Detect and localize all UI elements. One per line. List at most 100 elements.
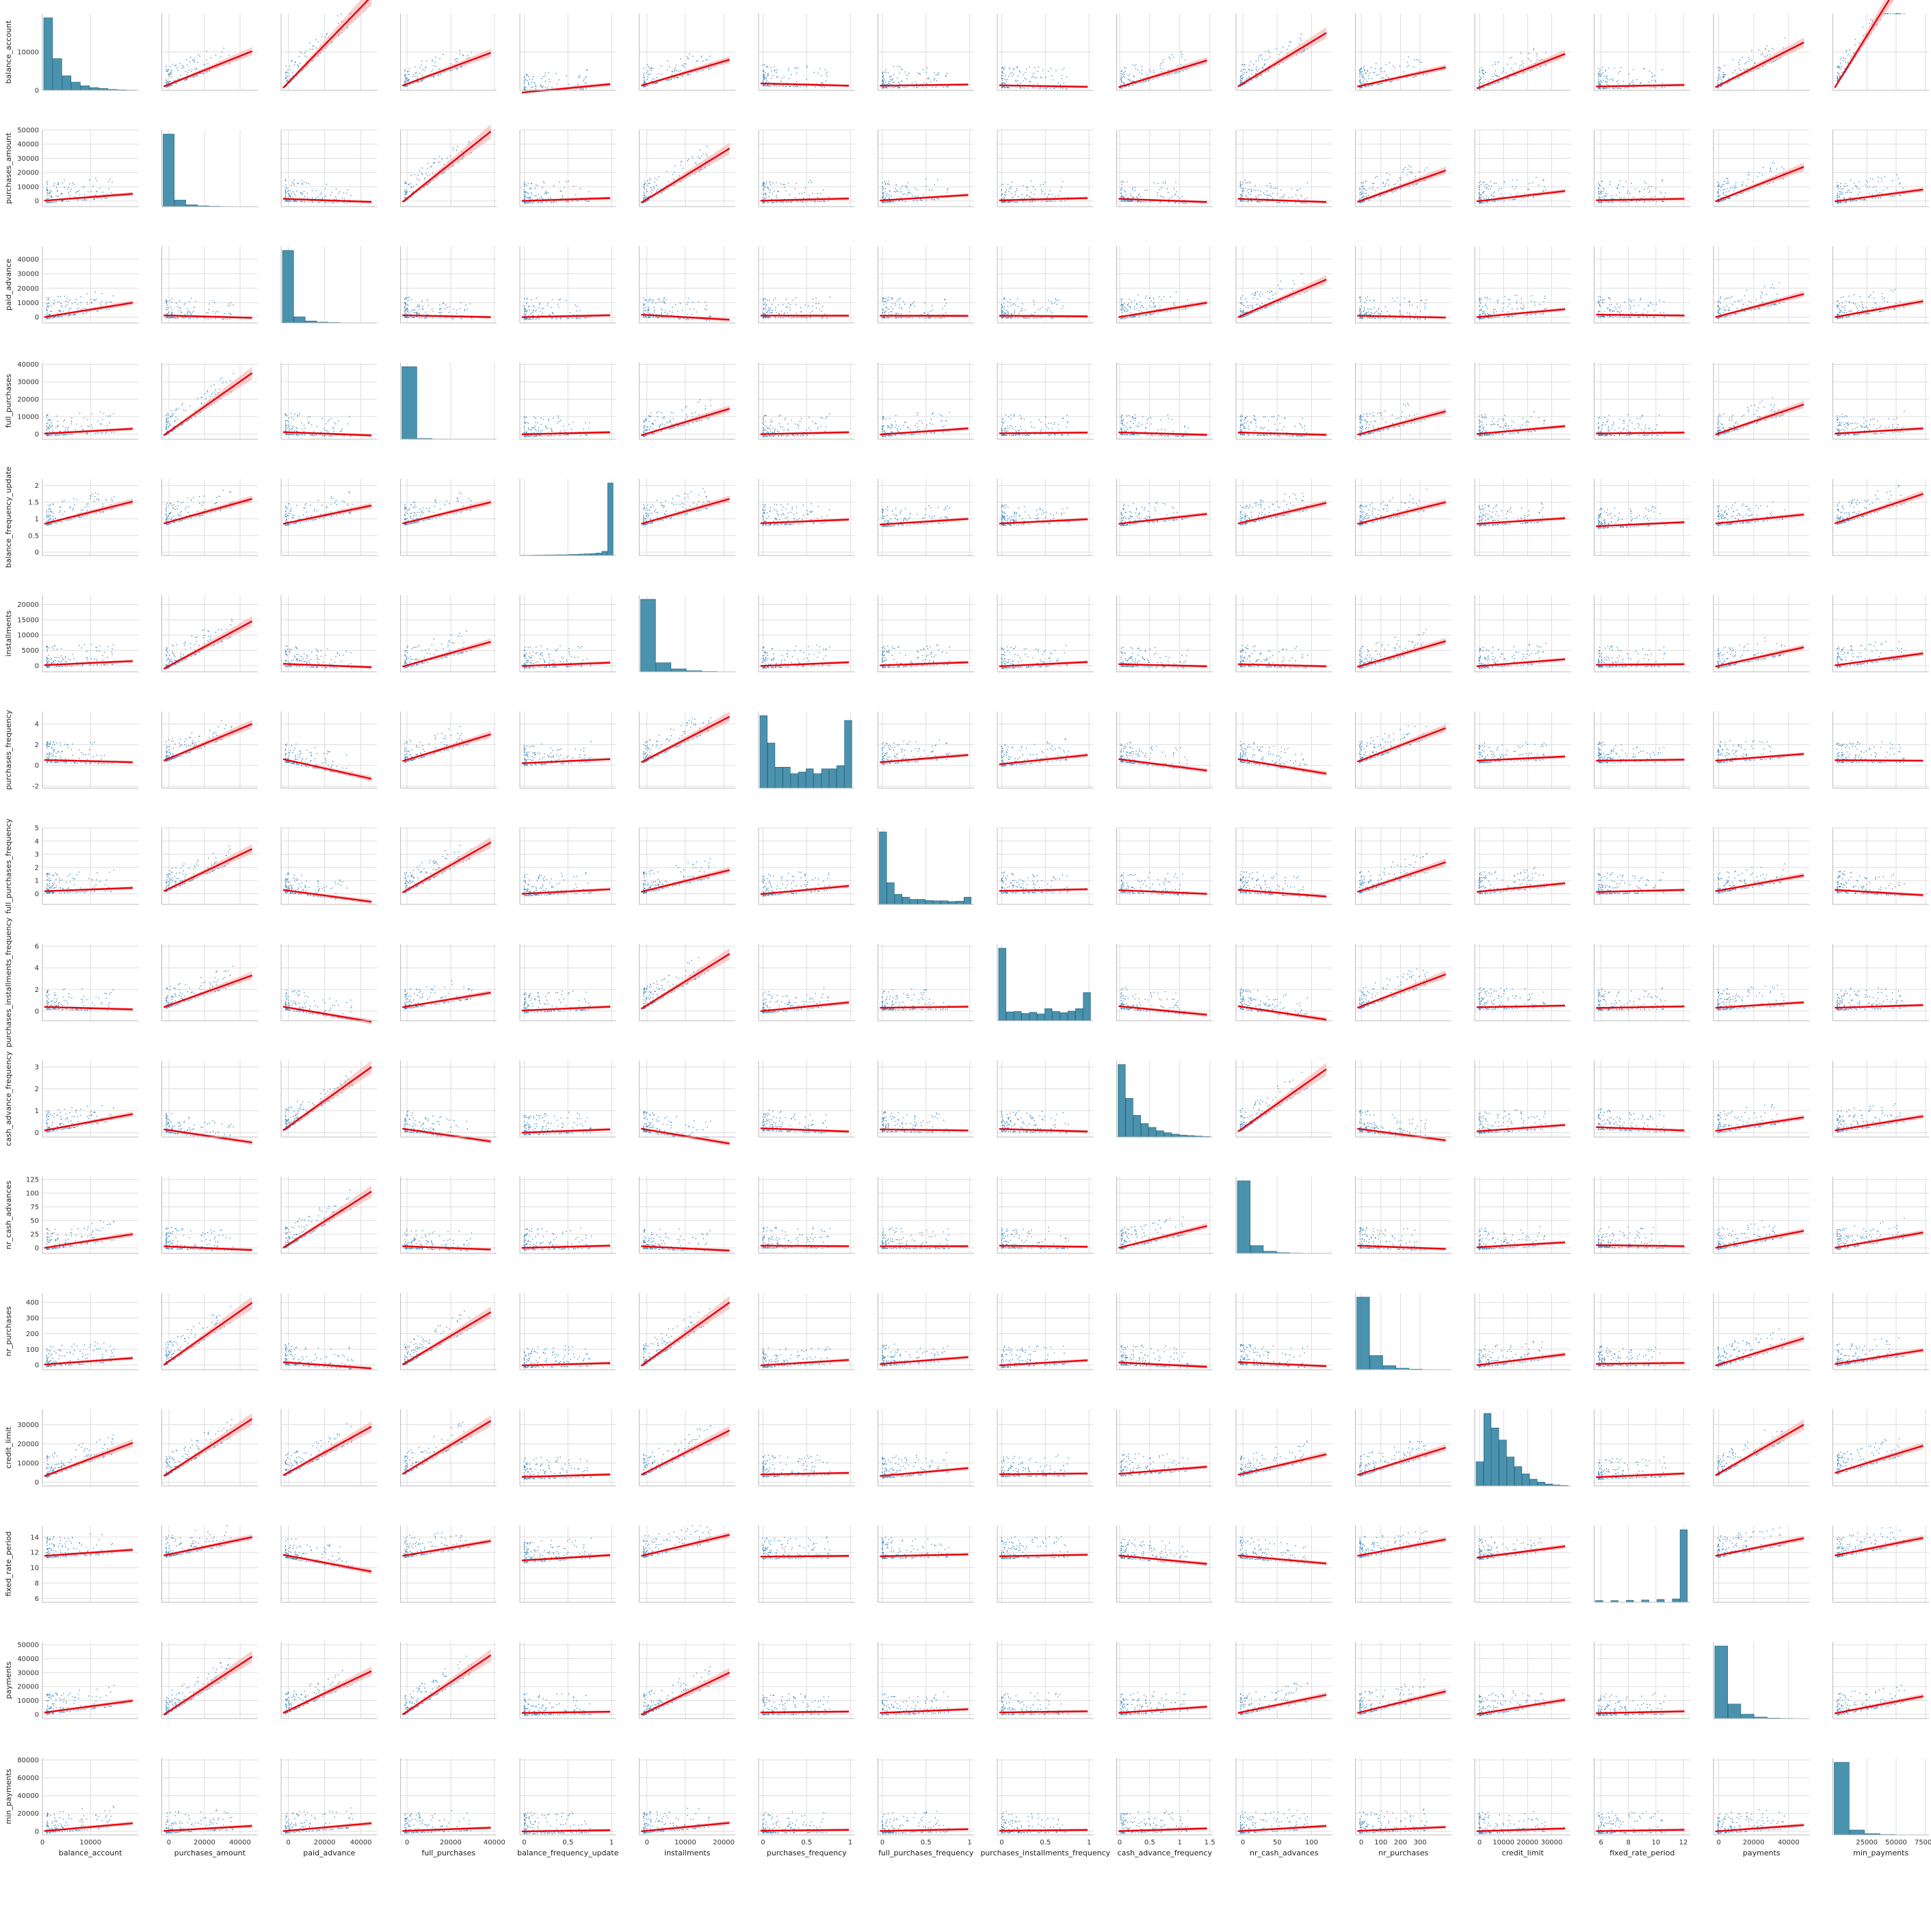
- x-tick-label: 20000: [314, 1839, 336, 1846]
- subplot-full_purchases-vs-full_purchases_frequency: [878, 363, 974, 440]
- scatter-points: [1001, 644, 1068, 669]
- subplot-fixed_rate_period-vs-balance_frequency_update: [519, 1526, 616, 1603]
- subplot-nr_purchases-vs-fixed_rate_period: [1594, 1293, 1690, 1370]
- subplot-full_purchases_frequency-vs-cash_advance_frequency: [1116, 827, 1213, 905]
- y-tick-label: 50000: [17, 127, 39, 135]
- x-tick-label: 1: [1087, 1839, 1091, 1846]
- regression-line: [163, 723, 253, 761]
- y-tick-label: 0: [35, 88, 39, 95]
- subplot-purchases_frequency-vs-nr_purchases: [1355, 712, 1451, 789]
- regression-line: [999, 315, 1088, 317]
- regression-line: [1596, 198, 1685, 201]
- regression-line: [44, 1822, 133, 1832]
- histogram-bar: [1148, 1127, 1157, 1138]
- y-tick-label: 10000: [17, 300, 39, 307]
- regression-line: [1237, 431, 1327, 436]
- histogram-bar: [174, 200, 186, 207]
- regression-line: [44, 660, 133, 666]
- x-axis-label: min_payments: [1853, 1849, 1908, 1857]
- scatter-points: [1837, 987, 1905, 1010]
- subplot-purchases_amount-vs-payments: [1713, 129, 1810, 207]
- subplot-purchases_frequency-vs-installments: [639, 712, 735, 789]
- regression-line: [1476, 755, 1566, 762]
- subplot-purchases_amount-vs-full_purchases: [400, 124, 497, 207]
- x-tick-label: 8: [1626, 1839, 1630, 1846]
- y-tick-label: 0: [35, 198, 39, 205]
- y-tick-label: 200: [26, 1331, 39, 1338]
- subplot-balance_frequency_update-vs-cash_advance_frequency: [1116, 479, 1213, 556]
- regression-line: [1835, 759, 1923, 762]
- y-tick-label: 75: [30, 1204, 39, 1212]
- scatter-points: [1359, 296, 1427, 320]
- histogram-bar: [1052, 1011, 1060, 1021]
- regression-line: [1715, 1230, 1804, 1249]
- regression-line: [521, 431, 611, 436]
- regression-line: [1476, 1545, 1566, 1559]
- histogram-bar: [71, 81, 81, 91]
- confidence-band: [1835, 0, 1895, 89]
- regression-line: [641, 313, 730, 321]
- subplot-balance_account-vs-full_purchases_frequency: [878, 14, 974, 91]
- regression-line: [640, 498, 730, 525]
- scatter-points: [1478, 502, 1545, 527]
- regression-line: [999, 661, 1088, 668]
- histogram-bar: [910, 899, 918, 905]
- histogram-bar: [1679, 1529, 1688, 1603]
- histogram-bar: [879, 831, 887, 905]
- x-axis-label: nr_purchases: [1378, 1849, 1428, 1857]
- regression-line: [641, 1245, 730, 1252]
- histogram-bar: [948, 901, 956, 905]
- regression-line: [1237, 1361, 1327, 1368]
- regression-line: [1834, 0, 1890, 88]
- subplot-full_purchases_frequency-vs-credit_limit: [1474, 827, 1571, 905]
- scatter-points: [1598, 872, 1664, 895]
- regression-line: [44, 428, 133, 435]
- regression-line: [1835, 188, 1923, 203]
- x-tick-label: 40000: [350, 1839, 372, 1846]
- subplot-full_purchases_frequency-vs-balance_account: 0 1 2 3 4 5 full_purchases_frequency: [4, 818, 139, 914]
- subplot-full_purchases-vs-paid_advance: [280, 363, 378, 440]
- scatter-points: [404, 980, 473, 1010]
- regression-line: [283, 1361, 372, 1370]
- subplot-full_purchases-vs-nr_cash_advances: [1235, 363, 1332, 440]
- subplot-nr_cash_advances-vs-installments: [639, 1177, 735, 1254]
- histogram-bar: [844, 720, 852, 789]
- histogram-bar: [601, 551, 608, 556]
- y-tick-label: 50: [30, 1218, 39, 1225]
- subplot-payments-vs-full_purchases_frequency: [878, 1642, 974, 1719]
- histogram-bar: [1125, 1098, 1133, 1138]
- regression-line: [1357, 1538, 1446, 1557]
- histogram-bar: [53, 58, 62, 91]
- regression-line: [1237, 198, 1327, 203]
- x-tick-label: 0: [1477, 1839, 1482, 1846]
- y-axis-label: purchases_frequency: [4, 709, 13, 789]
- histogram-bar: [1727, 1703, 1742, 1719]
- regression-line: [402, 1827, 491, 1832]
- subplot-full_purchases-vs-purchases_installments_frequency: [997, 363, 1094, 440]
- x-tick-label: 6: [1599, 1839, 1603, 1846]
- regression-line: [640, 716, 731, 763]
- subplot-full_purchases_frequency-vs-purchases_frequency: [758, 827, 855, 905]
- subplot-nr_purchases-vs-cash_advance_frequency: [1116, 1293, 1213, 1370]
- scatter-points: [46, 870, 115, 894]
- y-axis-label: nr_cash_advances: [4, 1180, 13, 1249]
- regression-line: [1476, 517, 1566, 525]
- regression-line: [1237, 758, 1327, 774]
- regression-line: [760, 1359, 850, 1367]
- subplot-payments-vs-paid_advance: [280, 1642, 378, 1719]
- histogram-bar: [1021, 1013, 1029, 1021]
- subplot-min_payments-vs-balance_account: 0 20000 40000 60000 80000 min_payments 0 10000 b…: [4, 1757, 139, 1857]
- y-tick-label: 12: [30, 1550, 39, 1557]
- y-tick-label: 6: [35, 1595, 39, 1603]
- y-tick-label: 4: [35, 721, 39, 729]
- subplot-fixed_rate_period-vs-nr_cash_advances: [1235, 1526, 1332, 1603]
- x-tick-label: 0: [40, 1839, 44, 1846]
- histogram-bar: [790, 773, 798, 789]
- scatter-points: [643, 1111, 711, 1138]
- histogram-bar: [1045, 1008, 1053, 1021]
- x-tick-label: 40000: [484, 1839, 505, 1846]
- histogram-bar: [813, 773, 822, 789]
- subplot-nr_cash_advances-vs-purchases_installments_frequency: [997, 1177, 1094, 1254]
- regression-line: [880, 1553, 969, 1557]
- regression-line: [1356, 727, 1446, 763]
